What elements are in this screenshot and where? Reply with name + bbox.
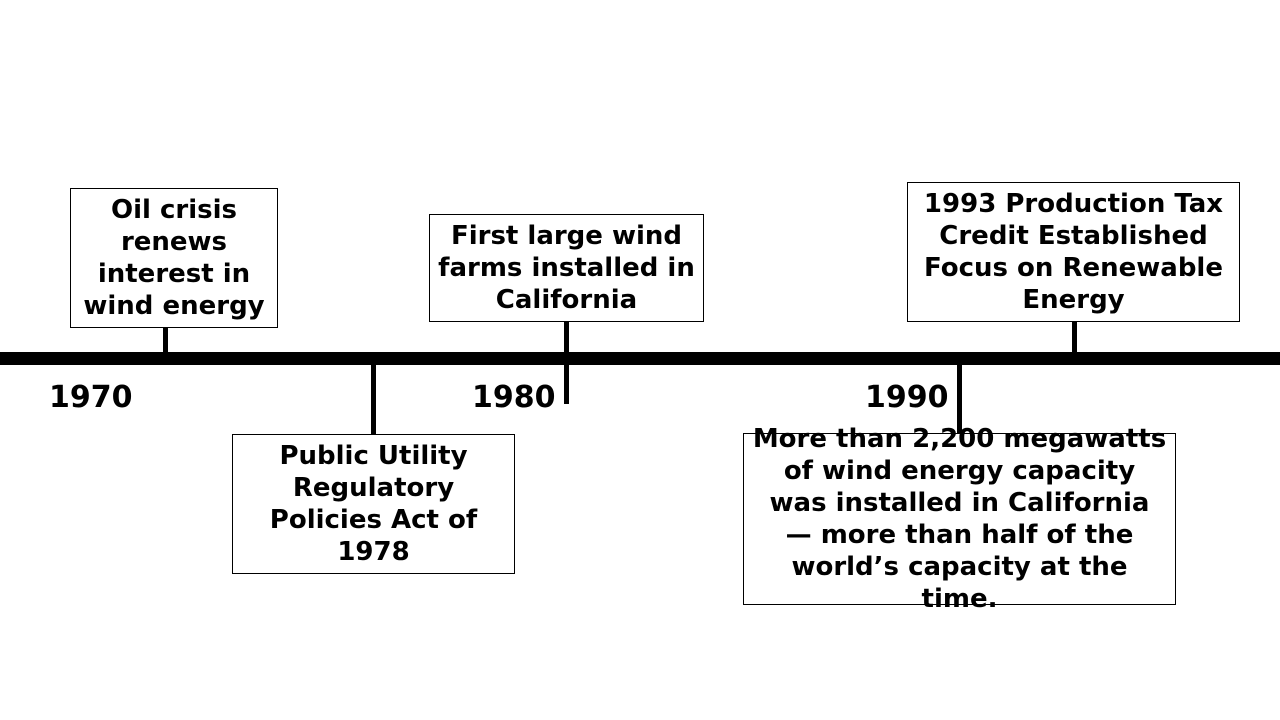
event-text-tax-credit: 1993 Production Tax Credit Established F… (923, 189, 1224, 315)
timeline-axis (0, 352, 1280, 365)
event-box-first-wind-farms: First large wind farms installed in Cali… (429, 214, 704, 322)
event-text-oil-crisis: Oil crisis renews interest in wind energ… (83, 195, 265, 321)
tick-tax-credit (1072, 321, 1077, 354)
event-text-california-capacity: More than 2,200 megawatts of wind energy… (752, 424, 1167, 614)
year-label-1990: 1990 (865, 380, 949, 415)
event-box-purpa: Public Utility Regulatory Policies Act o… (232, 434, 515, 574)
tick-purpa (371, 363, 376, 435)
event-text-purpa: Public Utility Regulatory Policies Act o… (269, 441, 478, 567)
year-label-1970: 1970 (49, 380, 133, 415)
tick-california-capacity (957, 363, 962, 434)
event-text-first-wind-farms: First large wind farms installed in Cali… (438, 221, 695, 315)
tick-oil-crisis (163, 326, 168, 354)
event-box-california-capacity: More than 2,200 megawatts of wind energy… (743, 424, 1176, 614)
event-box-tax-credit: 1993 Production Tax Credit Established F… (907, 182, 1240, 322)
event-box-oil-crisis: Oil crisis renews interest in wind energ… (70, 188, 278, 328)
year-label-1980: 1980 (472, 380, 556, 415)
tick-first-wind-farms (564, 322, 569, 404)
